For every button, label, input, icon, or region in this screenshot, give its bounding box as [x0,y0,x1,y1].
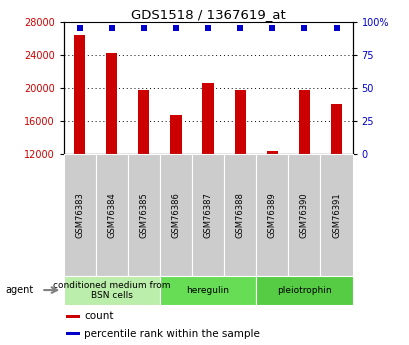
Bar [63,276,160,305]
Text: heregulin: heregulin [186,286,229,295]
Bar [288,154,320,276]
Text: GSM76384: GSM76384 [107,192,116,238]
Bar [106,53,117,154]
Bar [66,332,79,335]
Bar [191,154,224,276]
Bar [202,83,213,154]
Bar [224,154,256,276]
Text: GSM76390: GSM76390 [299,192,308,238]
Point [333,25,339,30]
Text: GSM76389: GSM76389 [267,192,276,238]
Point [76,25,83,30]
Bar [330,104,342,154]
Bar [298,90,309,154]
Text: count: count [84,312,114,322]
Text: GSM76388: GSM76388 [235,192,244,238]
Point [140,25,147,30]
Bar [160,276,256,305]
Bar [63,154,95,276]
Bar [66,315,79,318]
Text: GSM76387: GSM76387 [203,192,212,238]
Bar [160,154,191,276]
Text: conditioned medium from
BSN cells: conditioned medium from BSN cells [53,281,170,300]
Bar [320,154,352,276]
Point [204,25,211,30]
Point [108,25,115,30]
Bar [74,35,85,154]
Point [236,25,243,30]
Bar [128,154,160,276]
Text: GSM76391: GSM76391 [331,192,340,238]
Title: GDS1518 / 1367619_at: GDS1518 / 1367619_at [130,8,285,21]
Bar [256,154,288,276]
Bar [95,154,128,276]
Text: GSM76386: GSM76386 [171,192,180,238]
Point [172,25,179,30]
Bar [170,115,181,154]
Point [268,25,275,30]
Text: agent: agent [5,285,33,295]
Bar [266,151,277,154]
Text: pleiotrophin: pleiotrophin [276,286,331,295]
Bar [234,90,245,154]
Text: GSM76385: GSM76385 [139,192,148,238]
Bar [138,90,149,154]
Point [300,25,307,30]
Text: percentile rank within the sample: percentile rank within the sample [84,329,260,339]
Text: GSM76383: GSM76383 [75,192,84,238]
Bar [256,276,352,305]
